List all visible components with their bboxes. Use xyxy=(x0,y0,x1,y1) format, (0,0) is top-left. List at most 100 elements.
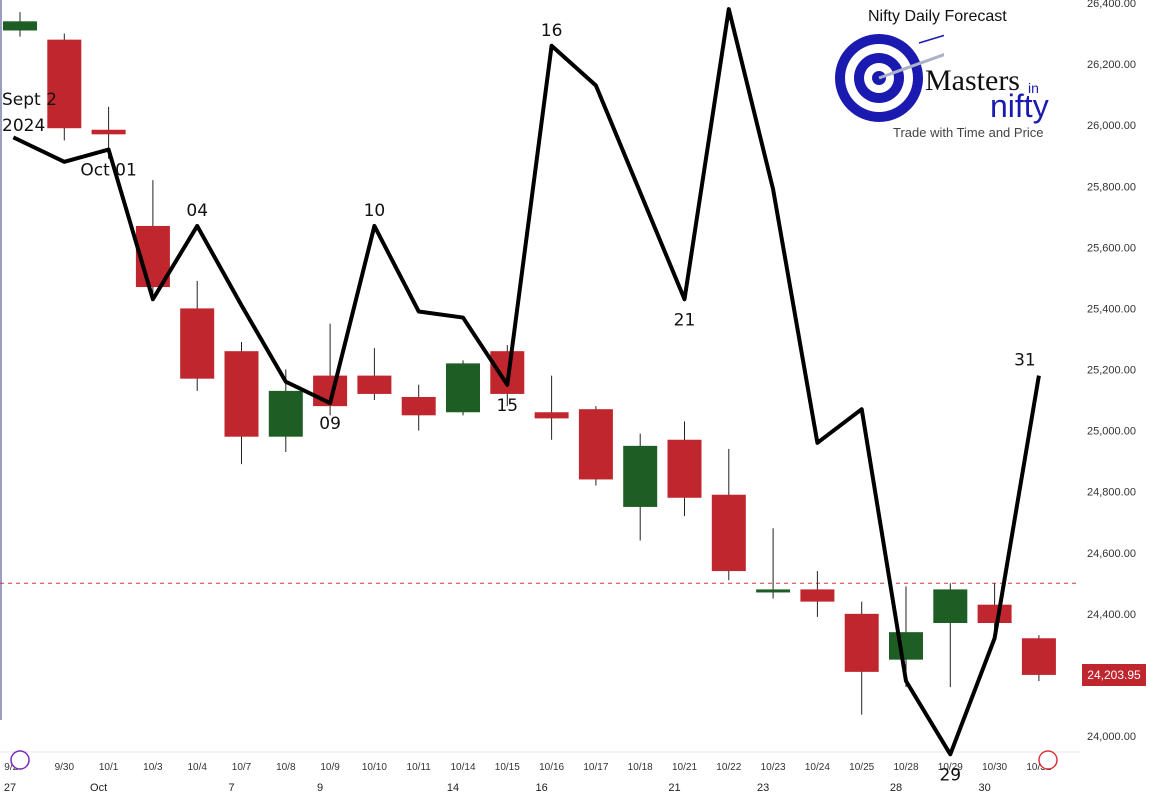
candle xyxy=(446,360,480,416)
candle-body xyxy=(977,604,1012,623)
y-tick-label: 24,000.00 xyxy=(1087,731,1136,743)
x-date-label: 10/14 xyxy=(450,762,475,773)
logo-in: in xyxy=(1028,80,1039,96)
candle xyxy=(180,280,215,391)
path-label: 31 xyxy=(1014,351,1036,371)
x-date-label: 10/21 xyxy=(672,762,697,773)
path-label: 10 xyxy=(364,201,386,221)
candle-body xyxy=(3,21,37,31)
path-label: Oct 01 xyxy=(80,161,136,181)
candle xyxy=(844,601,879,715)
y-tick-label: 25,800.00 xyxy=(1087,181,1136,193)
path-label: 29 xyxy=(939,765,961,785)
x-date-label: 10/1 xyxy=(99,762,119,773)
candle-body xyxy=(401,396,436,416)
path-label: 16 xyxy=(541,21,563,41)
candle-body xyxy=(578,409,613,480)
x-date-label: 10/7 xyxy=(232,762,252,773)
x-date-label: 10/10 xyxy=(362,762,387,773)
x-date-label: 10/8 xyxy=(276,762,296,773)
y-tick-label: 25,400.00 xyxy=(1087,303,1136,315)
x-day-label: 27 xyxy=(4,782,16,794)
candle-body xyxy=(534,412,569,419)
y-tick-label: 26,200.00 xyxy=(1087,59,1136,71)
x-date-label: 10/3 xyxy=(143,762,163,773)
candle xyxy=(47,33,82,141)
logo-nifty: nifty xyxy=(990,88,1049,124)
candle xyxy=(534,375,569,440)
path-label: 2024 xyxy=(2,116,45,136)
y-tick-label: 25,000.00 xyxy=(1087,426,1136,438)
x-date-label: 10/23 xyxy=(761,762,786,773)
x-day-label: 30 xyxy=(978,782,990,794)
logo-masters: Masters xyxy=(925,64,1020,97)
x-date-label: 10/31 xyxy=(1026,762,1051,773)
x-day-label: Oct xyxy=(90,782,107,794)
candle-body xyxy=(844,613,879,672)
y-tick-label: 24,400.00 xyxy=(1087,609,1136,621)
x-day-label: 7 xyxy=(228,782,234,794)
candle-body xyxy=(933,589,968,623)
candle-body xyxy=(756,589,791,593)
x-day-label: 21 xyxy=(668,782,680,794)
candle-body xyxy=(357,375,392,394)
masters-in-nifty-logo xyxy=(830,6,1075,146)
x-day-label: 23 xyxy=(757,782,769,794)
candle-body xyxy=(667,439,702,498)
candle xyxy=(933,583,968,688)
path-label: 21 xyxy=(674,310,696,330)
x-date-label: 10/22 xyxy=(716,762,741,773)
x-date-label: 10/9 xyxy=(320,762,340,773)
path-label: 09 xyxy=(319,414,341,434)
candle-body xyxy=(180,308,215,379)
candle xyxy=(711,448,746,581)
candle-body xyxy=(889,632,923,660)
x-date-label: 10/25 xyxy=(849,762,874,773)
y-tick-label: 24,600.00 xyxy=(1087,548,1136,560)
logo-title: Nifty Daily Forecast xyxy=(868,8,1007,25)
x-date-label: 10/28 xyxy=(893,762,918,773)
y-tick-label: 24,800.00 xyxy=(1087,487,1136,499)
candle-body xyxy=(800,589,835,602)
target-icon xyxy=(835,34,944,122)
candle xyxy=(401,384,436,431)
candle-body xyxy=(1021,638,1056,675)
tv-logo-icon xyxy=(10,750,30,770)
x-date-label: 10/17 xyxy=(583,762,608,773)
lightning-icon xyxy=(1038,750,1058,770)
candle xyxy=(357,348,392,401)
path-label: 15 xyxy=(496,396,518,416)
x-date-label: 10/16 xyxy=(539,762,564,773)
y-tick-label: 25,200.00 xyxy=(1087,365,1136,377)
x-day-label: 9 xyxy=(317,782,323,794)
candle-body xyxy=(268,390,303,437)
candle xyxy=(756,528,791,599)
path-label: Sept 2 xyxy=(2,90,57,110)
tv-logo-icon xyxy=(10,750,30,770)
x-date-label: 10/15 xyxy=(495,762,520,773)
candle-body xyxy=(623,445,658,507)
candle-body xyxy=(47,39,82,129)
candle xyxy=(578,406,613,486)
x-day-label: 16 xyxy=(535,782,547,794)
logo-tagline: Trade with Time and Price xyxy=(893,125,1044,140)
lightning-icon xyxy=(1038,750,1058,770)
x-date-label: 10/24 xyxy=(805,762,830,773)
x-day-label: 28 xyxy=(890,782,902,794)
candle-body xyxy=(224,351,259,437)
y-tick-label: 26,400.00 xyxy=(1087,0,1136,10)
x-date-label: 10/30 xyxy=(982,762,1007,773)
candle xyxy=(3,12,37,37)
candle-body xyxy=(91,129,126,135)
candle xyxy=(800,571,835,617)
x-date-label: 10/11 xyxy=(407,762,432,773)
candle-body xyxy=(711,494,746,572)
y-tick-label: 25,600.00 xyxy=(1087,242,1136,254)
candle xyxy=(667,421,702,517)
x-day-label: 14 xyxy=(447,782,459,794)
candle xyxy=(1021,635,1056,682)
x-date-label: 10/18 xyxy=(628,762,653,773)
candle xyxy=(224,342,259,465)
y-tick-label: 26,000.00 xyxy=(1087,120,1136,132)
